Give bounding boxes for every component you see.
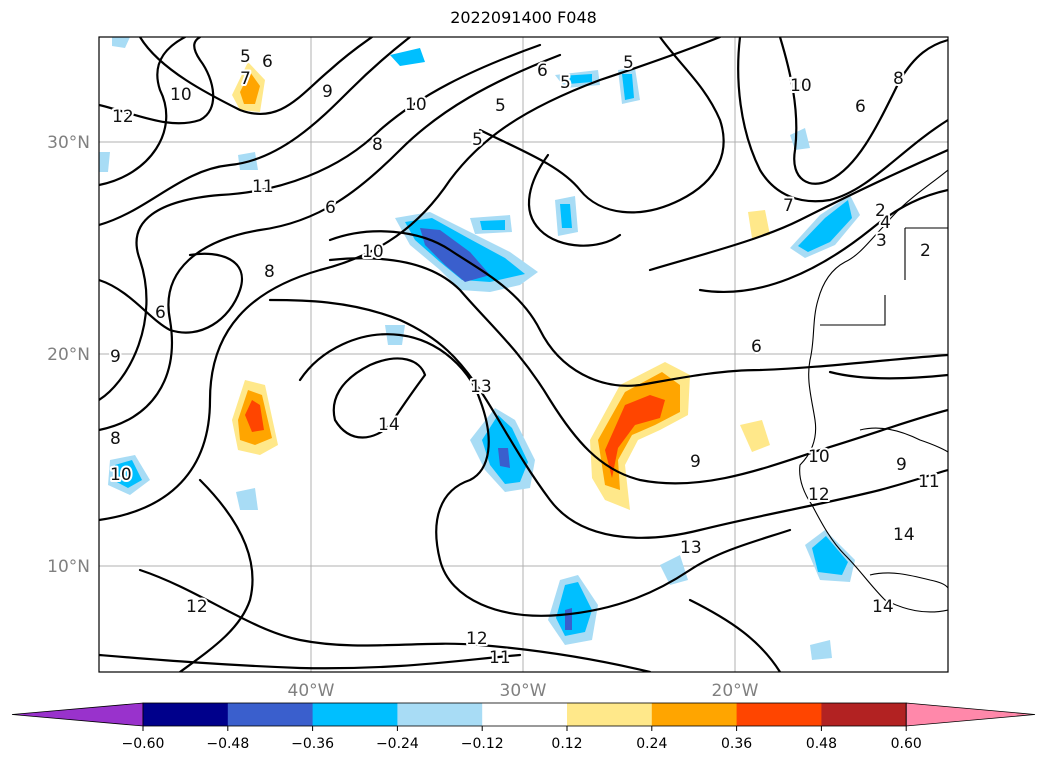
lon-label-40w: 40°W: [288, 681, 335, 701]
contour-label: 11: [252, 177, 274, 197]
contour-label: 12: [808, 485, 830, 505]
colorbar-bin: [651, 703, 738, 726]
contour-label: 14: [872, 597, 894, 617]
contour-label: 9: [322, 82, 333, 102]
colorbar-tick-label: 0.36: [721, 736, 752, 752]
contour-label: 9: [110, 347, 121, 367]
colorbar-tick-label: −0.36: [291, 736, 334, 752]
contour-label: 10: [110, 465, 132, 485]
lon-label-30w: 30°W: [500, 681, 547, 701]
contour-label: 8: [110, 429, 121, 449]
colorbar-tick-label: 0.48: [806, 736, 837, 752]
colorbar-bin: [227, 703, 314, 726]
colorbar-outline: [142, 702, 907, 727]
contour-label: 11: [918, 472, 940, 492]
contour-label: 12: [466, 629, 488, 649]
contour-label: 8: [893, 69, 904, 89]
contour-label: 10: [790, 76, 812, 96]
contour-label: 5: [560, 73, 571, 93]
contour-label: 13: [470, 377, 492, 397]
contour-label: 5: [472, 130, 483, 150]
contour-label: 9: [690, 452, 701, 472]
shaded-field: [99, 37, 860, 660]
colorbar-bin: [567, 703, 653, 726]
contour-label: 12: [112, 107, 134, 127]
contour-label: 4: [880, 213, 891, 233]
coastline: [799, 169, 948, 613]
contour-label: 13: [680, 538, 702, 558]
colorbar-tick-label: −0.48: [206, 736, 249, 752]
contour-label: 6: [262, 52, 273, 72]
contour-label: 14: [893, 525, 915, 545]
contour-label: 8: [264, 262, 275, 282]
lat-label-10n: 10°N: [47, 557, 90, 577]
map-title: 2022091400 F048: [450, 8, 597, 27]
contour-label: 5: [623, 53, 634, 73]
contour-label: 2: [875, 201, 886, 221]
contour-label: 6: [325, 198, 336, 218]
lat-label-30n: 30°N: [47, 133, 90, 153]
contour-label: 8: [372, 135, 383, 155]
contour-label: 7: [240, 69, 251, 89]
colorbar-bin: [482, 703, 568, 726]
contour-label: 10: [362, 242, 384, 262]
colorbar-bin: [736, 703, 822, 726]
contour-label: 10: [788, 76, 810, 96]
contour-label: 10: [405, 95, 427, 115]
colorbar-tick-label: −0.60: [122, 736, 165, 752]
contour-label: 5: [240, 47, 251, 67]
colorbar-bin: [821, 703, 907, 726]
contour-label: 6: [537, 61, 548, 81]
colorbar-extend-high: [905, 702, 1036, 727]
map-frame: [98, 36, 949, 673]
colorbar-extend-low: [11, 702, 144, 727]
contour-label: 14: [378, 415, 400, 435]
contour-label: 9: [896, 455, 907, 475]
colorbar: −0.60 −0.48 −0.36 −0.24 −0.12 0.12 0.24 0.36 0.4…: [11, 702, 1036, 752]
colorbar-tick-label: −0.24: [376, 736, 419, 752]
contour-label: 10: [170, 85, 192, 105]
contour-label: 12: [186, 597, 208, 617]
colorbar-bin: [312, 703, 398, 726]
contour-label: 10: [808, 447, 830, 467]
colorbar-tick-label: −0.12: [461, 736, 504, 752]
colorbar-tick-label: 0.60: [891, 736, 922, 752]
contour-label: 2: [920, 241, 931, 261]
colorbar-tick-label: 0.24: [636, 736, 667, 752]
lon-label-20w: 20°W: [712, 681, 759, 701]
contour-label: 6: [855, 97, 866, 117]
colorbar-tick-label: 0.12: [551, 736, 582, 752]
contour-label: 6: [155, 303, 166, 323]
height-contours: [99, 37, 948, 672]
colorbar-bin: [143, 703, 229, 726]
contour-label: 11: [489, 648, 511, 668]
contour-label: 3: [876, 231, 887, 251]
colorbar-bin: [397, 703, 483, 726]
contour-label: 5: [495, 96, 506, 116]
contour-labels: 5 6 7 10 9 10 12 5 10 5 6 5 5 8 11 6 10 …: [108, 45, 942, 670]
contour-label: 7: [783, 196, 794, 216]
contour-label: 6: [751, 337, 762, 357]
lat-label-20n: 20°N: [47, 345, 90, 365]
